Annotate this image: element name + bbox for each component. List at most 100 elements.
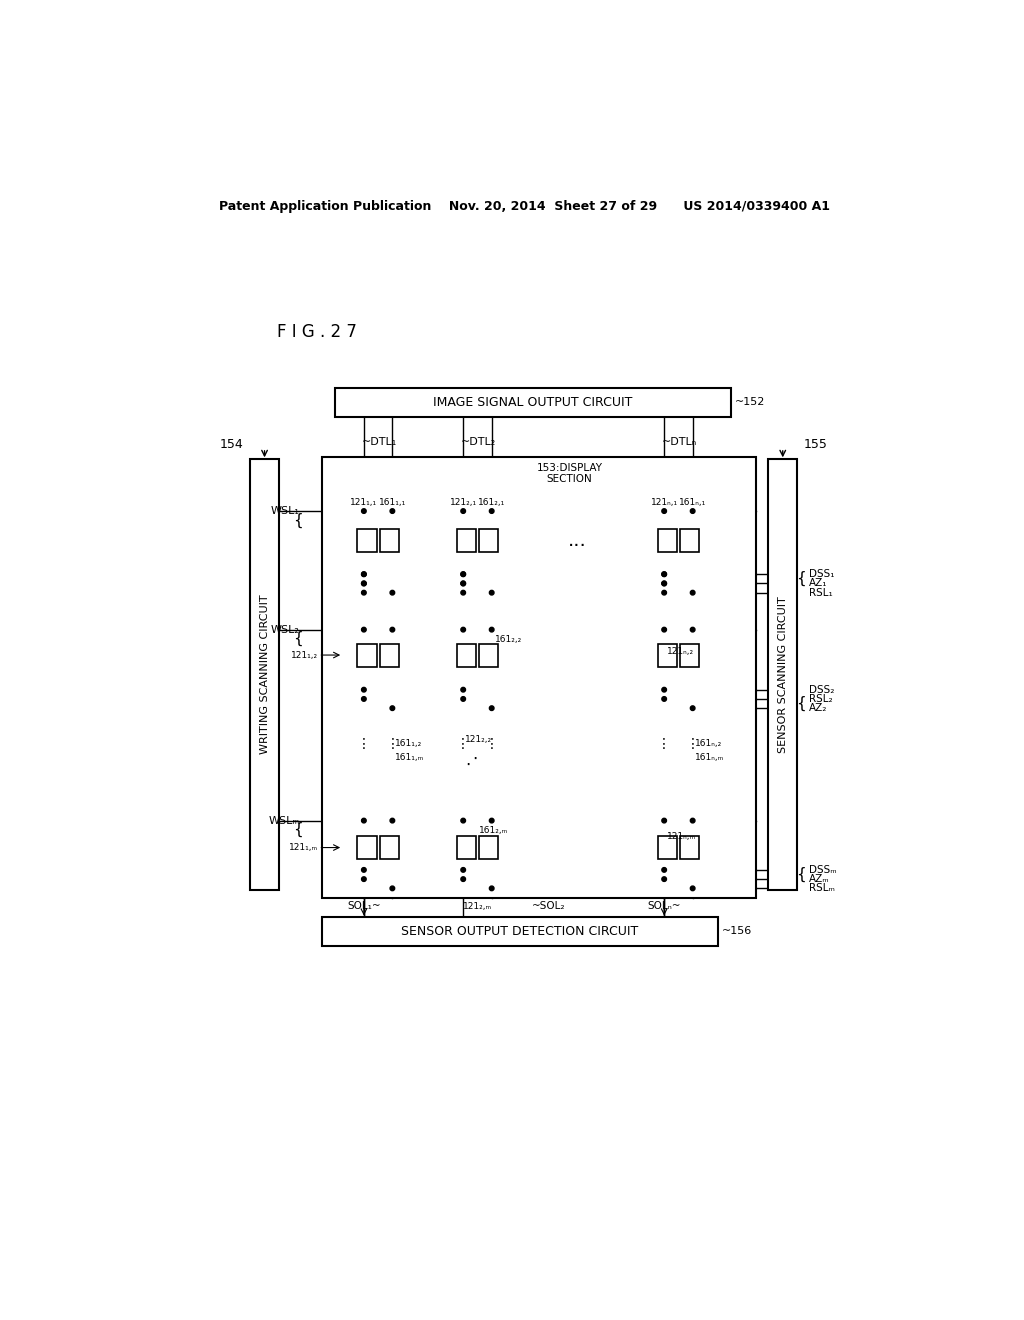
Circle shape	[662, 697, 667, 701]
Text: ~DTL₂: ~DTL₂	[461, 437, 497, 446]
Circle shape	[662, 581, 667, 586]
Circle shape	[390, 508, 394, 513]
Circle shape	[662, 867, 667, 873]
Text: 121₂,₂: 121₂,₂	[465, 735, 492, 744]
Circle shape	[662, 590, 667, 595]
Bar	[457, 644, 476, 667]
Circle shape	[390, 590, 394, 595]
Text: 161₂,₁: 161₂,₁	[478, 498, 505, 507]
Bar	[457, 836, 476, 859]
Circle shape	[461, 590, 466, 595]
Circle shape	[690, 706, 695, 710]
Text: 161₁,₂: 161₁,₂	[394, 739, 422, 748]
Circle shape	[361, 572, 367, 577]
Circle shape	[690, 508, 695, 513]
Text: ⋅: ⋅	[472, 750, 477, 768]
Circle shape	[461, 572, 466, 577]
Bar	[657, 529, 677, 552]
Text: AZ₁: AZ₁	[809, 578, 827, 589]
Circle shape	[690, 590, 695, 595]
Text: {: {	[796, 696, 806, 711]
Text: 121₁,₂: 121₁,₂	[291, 651, 317, 660]
Bar	[357, 836, 377, 859]
Text: AZ₂: AZ₂	[809, 704, 827, 713]
Circle shape	[461, 581, 466, 586]
Bar	[680, 836, 699, 859]
Text: 154: 154	[220, 438, 244, 451]
Circle shape	[361, 581, 367, 586]
Circle shape	[390, 886, 394, 891]
Circle shape	[461, 688, 466, 692]
Circle shape	[662, 508, 667, 513]
Circle shape	[361, 867, 367, 873]
Text: ~152: ~152	[735, 397, 765, 408]
Text: 161₁,ₘ: 161₁,ₘ	[394, 752, 424, 762]
Text: RSL₂: RSL₂	[809, 694, 833, 704]
Text: ~SOL₂: ~SOL₂	[531, 902, 565, 911]
Text: 121ₙ,ₘ: 121ₙ,ₘ	[667, 832, 695, 841]
Text: ⋮: ⋮	[657, 737, 671, 751]
Text: 161ₙ,ₘ: 161ₙ,ₘ	[695, 752, 724, 762]
Circle shape	[461, 818, 466, 822]
Text: ~DTLₙ: ~DTLₙ	[662, 437, 697, 446]
Text: 121₂,₁: 121₂,₁	[450, 498, 477, 507]
Bar	[380, 644, 399, 667]
Text: ⋮: ⋮	[484, 737, 499, 751]
Text: 121₁,ₘ: 121₁,ₘ	[289, 843, 317, 851]
Circle shape	[390, 627, 394, 632]
Text: RSL₁: RSL₁	[809, 587, 833, 598]
Bar	[322, 917, 718, 946]
Bar	[680, 644, 699, 667]
Circle shape	[489, 627, 494, 632]
Bar	[357, 644, 377, 667]
Circle shape	[361, 590, 367, 595]
Circle shape	[461, 876, 466, 882]
Circle shape	[690, 818, 695, 822]
Text: ⋮: ⋮	[385, 737, 399, 751]
Circle shape	[461, 867, 466, 873]
Text: 121ₙ,₂: 121ₙ,₂	[667, 647, 693, 656]
Text: 161ₙ,₂: 161ₙ,₂	[695, 739, 722, 748]
Text: DSSₘ: DSSₘ	[809, 865, 837, 875]
Circle shape	[361, 572, 367, 577]
Circle shape	[489, 706, 494, 710]
Bar	[479, 529, 499, 552]
Text: 161₂,ₘ: 161₂,ₘ	[479, 826, 508, 836]
Circle shape	[461, 697, 466, 701]
Text: ~156: ~156	[722, 927, 753, 936]
Text: 161₂,₂: 161₂,₂	[495, 635, 522, 644]
Text: 121₁,₁: 121₁,₁	[350, 498, 378, 507]
Circle shape	[390, 706, 394, 710]
Circle shape	[390, 818, 394, 822]
Circle shape	[461, 508, 466, 513]
Circle shape	[690, 627, 695, 632]
Text: 161₁,₁: 161₁,₁	[379, 498, 406, 507]
Circle shape	[461, 627, 466, 632]
Text: ~DTL₁: ~DTL₁	[361, 437, 397, 446]
Text: AZₘ: AZₘ	[809, 874, 829, 884]
Bar	[680, 529, 699, 552]
Text: ⋮: ⋮	[686, 737, 699, 751]
Circle shape	[461, 572, 466, 577]
Text: ⋮: ⋮	[357, 737, 371, 751]
Text: SOL₁~: SOL₁~	[347, 902, 381, 911]
Text: WSL₁: WSL₁	[271, 506, 300, 516]
Bar	[657, 644, 677, 667]
Circle shape	[361, 688, 367, 692]
Text: 155: 155	[804, 438, 827, 451]
Text: SENSOR OUTPUT DETECTION CIRCUIT: SENSOR OUTPUT DETECTION CIRCUIT	[401, 925, 638, 939]
Text: ...: ...	[567, 531, 587, 550]
Circle shape	[361, 508, 367, 513]
Bar	[322, 457, 756, 898]
Text: IMAGE SIGNAL OUTPUT CIRCUIT: IMAGE SIGNAL OUTPUT CIRCUIT	[433, 396, 633, 409]
Circle shape	[662, 688, 667, 692]
Circle shape	[461, 581, 466, 586]
Circle shape	[662, 876, 667, 882]
Circle shape	[361, 697, 367, 701]
Text: 161ₙ,₁: 161ₙ,₁	[679, 498, 707, 507]
Circle shape	[489, 818, 494, 822]
Text: {: {	[796, 572, 806, 586]
Circle shape	[361, 818, 367, 822]
Text: {: {	[796, 867, 806, 882]
Text: WRITING SCANNING CIRCUIT: WRITING SCANNING CIRCUIT	[259, 594, 269, 754]
